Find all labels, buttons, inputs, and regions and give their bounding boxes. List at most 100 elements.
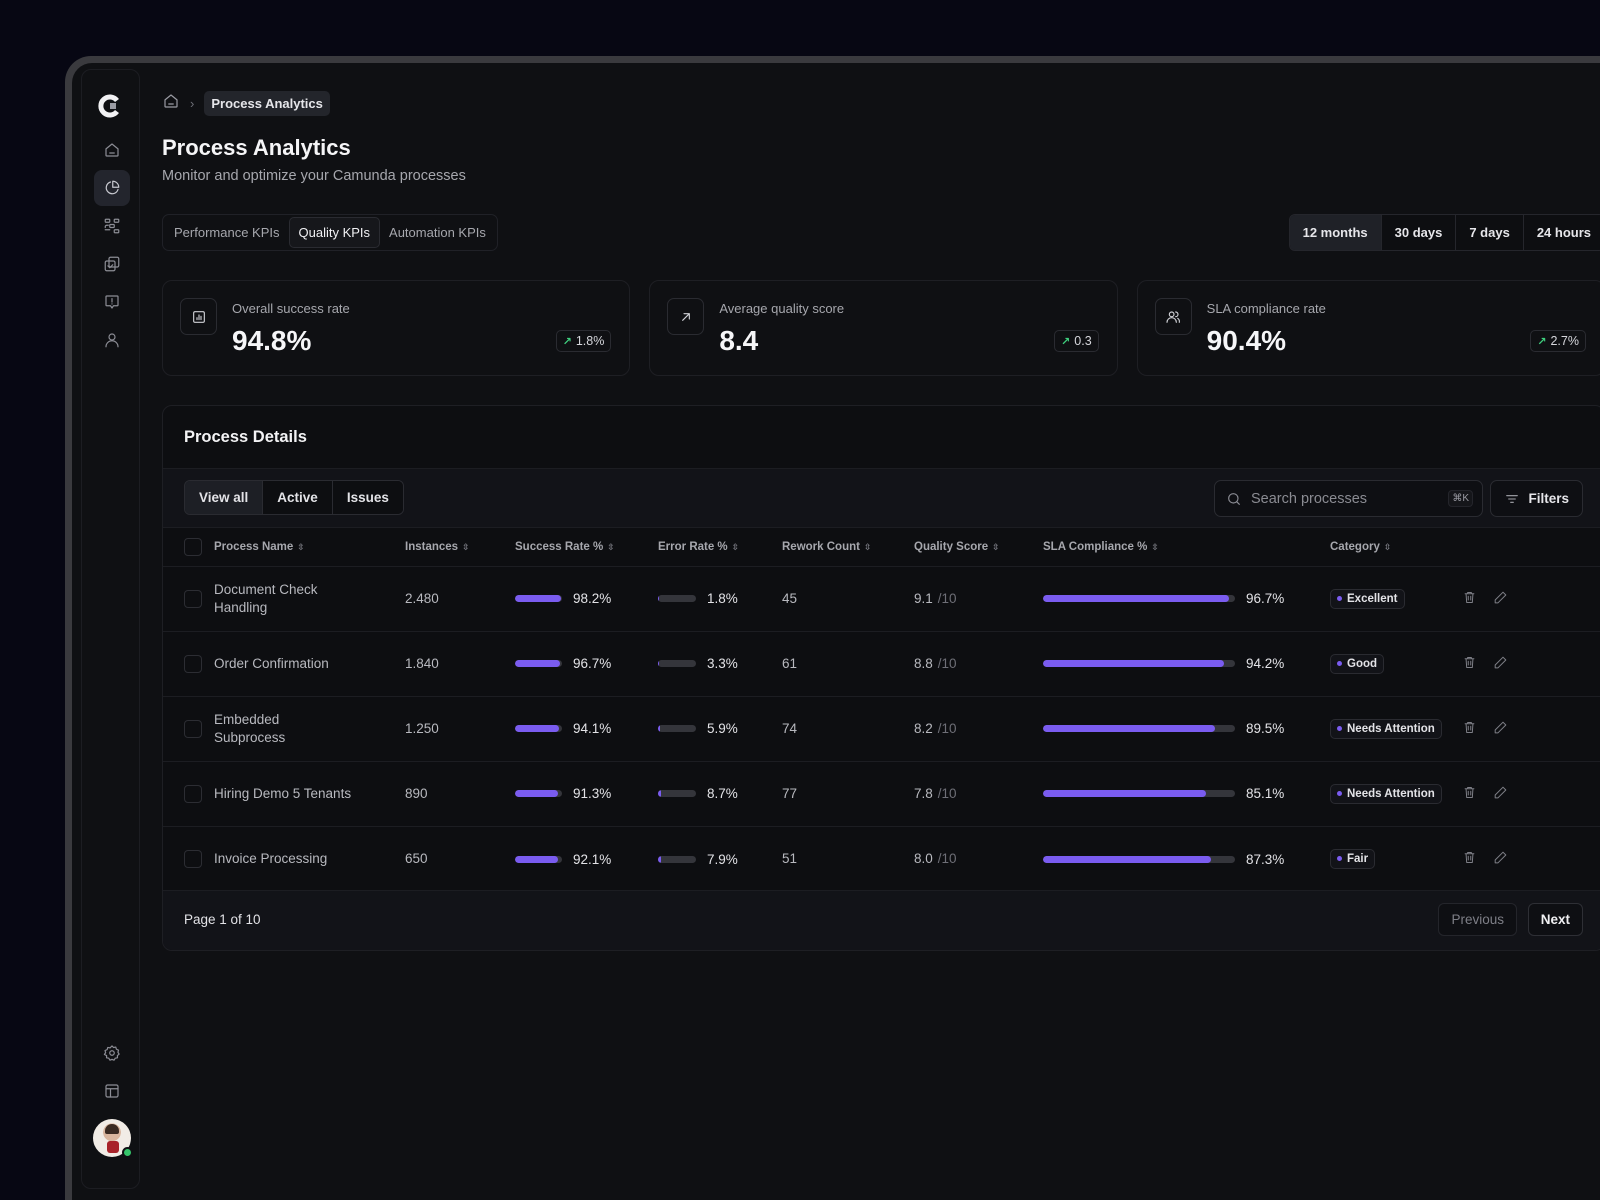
quality-score-max: /10 (937, 851, 957, 867)
success-rate-value: 92.1% (573, 851, 612, 867)
trash-icon[interactable] (1462, 720, 1477, 735)
instances-count: 650 (405, 851, 428, 867)
breadcrumb-current[interactable]: Process Analytics (204, 91, 330, 116)
kpi-label: Average quality score (719, 301, 845, 316)
trash-icon[interactable] (1462, 655, 1477, 670)
bar-fill (1043, 855, 1211, 863)
quality-score: 8.2 (914, 721, 933, 736)
pencil-edit-icon[interactable] (1493, 655, 1508, 670)
tab-performance-kpis[interactable]: Performance KPIs (174, 225, 280, 240)
table-toolbar: View all Active Issues ⌘K Filters (163, 468, 1600, 528)
tab-automation-kpis[interactable]: Automation KPIs (389, 225, 486, 240)
bar-fill (658, 790, 662, 798)
column-header-rework-count[interactable]: Rework Count ⇳ (782, 528, 914, 567)
range-12-months[interactable]: 12 months (1289, 215, 1381, 250)
select-all-checkbox[interactable] (184, 537, 202, 556)
trash-icon[interactable] (1462, 785, 1477, 800)
table-row[interactable]: Invoice Processing 650 92.1% 7.9% 51 8.0… (163, 826, 1600, 891)
sla-compliance-bar (1043, 595, 1235, 603)
sidebar-item-home[interactable] (94, 132, 130, 168)
filter-active[interactable]: Active (262, 481, 332, 514)
success-rate-bar (515, 790, 562, 798)
sla-compliance-value: 96.7% (1246, 591, 1285, 607)
rework-count: 45 (782, 566, 914, 632)
search-icon (1228, 492, 1240, 505)
process-name[interactable]: Hiring Demo 5 Tenants (214, 785, 352, 801)
table-row[interactable]: Order Confirmation 1.840 96.7% 3.3% 61 8… (163, 631, 1600, 697)
column-header-process-name[interactable]: Process Name ⇳ (214, 528, 405, 567)
table-row[interactable]: Document Check Handling 2.480 98.2% 1.8%… (163, 566, 1600, 632)
range-30-days[interactable]: 30 days (1380, 215, 1456, 250)
quality-score-cell: 9.1/10 (914, 566, 1043, 632)
pencil-edit-icon[interactable] (1493, 785, 1508, 800)
pencil-edit-icon[interactable] (1493, 590, 1508, 605)
trash-icon[interactable] (1462, 590, 1477, 605)
sla-compliance-bar (1043, 855, 1235, 863)
previous-page-button[interactable]: Previous (1438, 903, 1517, 936)
app-screen: › Process Analytics Process Analytics Mo… (72, 63, 1600, 1200)
next-page-button[interactable]: Next (1527, 903, 1583, 936)
bar-fill (515, 595, 562, 603)
trend-up-icon: ↗ (1061, 335, 1071, 348)
user-avatar[interactable] (93, 1119, 133, 1158)
category-badge: Good (1330, 653, 1385, 674)
tab-quality-kpis[interactable]: Quality KPIs (288, 217, 381, 248)
gear-icon (103, 1045, 120, 1061)
bar-fill (515, 855, 559, 863)
sidebar-item-processes[interactable] (94, 208, 130, 244)
search-input[interactable] (1251, 490, 1441, 507)
process-name[interactable]: Embedded Subprocess (214, 711, 286, 745)
sla-compliance-value: 85.1% (1246, 786, 1285, 802)
sidebar-item-incidents[interactable] (94, 284, 130, 320)
process-name[interactable]: Document Check Handling (214, 581, 318, 615)
process-name[interactable]: Invoice Processing (214, 850, 328, 866)
column-header-quality-score[interactable]: Quality Score ⇳ (914, 528, 1043, 567)
trash-icon[interactable] (1462, 850, 1477, 865)
kpi-label: SLA compliance rate (1206, 301, 1326, 316)
row-checkbox[interactable] (184, 654, 202, 673)
instances-count: 1.250 (405, 696, 515, 762)
quality-score-cell: 8.0/10 (914, 826, 1043, 891)
time-range-selector: 12 months 30 days 7 days 24 hours (1288, 214, 1600, 251)
sidebar-item-layout[interactable] (94, 1073, 130, 1109)
row-checkbox[interactable] (184, 719, 202, 738)
camunda-logo-icon[interactable] (96, 92, 124, 120)
table-row[interactable]: Embedded Subprocess 1.250 94.1% 5.9% 74 … (163, 696, 1600, 762)
column-header-success-rate[interactable]: Success Rate % ⇳ (515, 528, 658, 567)
error-rate-cell: 1.8% (658, 566, 782, 632)
sidebar-item-tasks[interactable] (94, 246, 130, 282)
category-badge: Excellent (1330, 588, 1405, 609)
pencil-edit-icon[interactable] (1493, 850, 1508, 865)
row-checkbox[interactable] (184, 589, 202, 608)
kpi-delta-badge: ↗ 0.3 (1054, 330, 1099, 352)
column-header-sla-compliance[interactable]: SLA Compliance % ⇳ (1043, 528, 1330, 567)
filter-issues[interactable]: Issues (331, 481, 403, 514)
breadcrumb-home[interactable] (162, 92, 180, 115)
error-rate-bar (658, 660, 696, 668)
sidebar-item-users[interactable] (94, 322, 130, 358)
sidebar-item-settings[interactable] (94, 1035, 130, 1071)
column-header-instances[interactable]: Instances ⇳ (405, 528, 515, 567)
row-checkbox[interactable] (184, 784, 202, 803)
column-header-error-rate[interactable]: Error Rate % ⇳ (658, 528, 782, 567)
users-icon (1166, 310, 1181, 323)
range-7-days[interactable]: 7 days (1455, 215, 1523, 250)
filters-button[interactable]: Filters (1490, 480, 1583, 517)
range-24-hours[interactable]: 24 hours (1522, 215, 1600, 250)
process-name[interactable]: Order Confirmation (214, 655, 329, 671)
pencil-edit-icon[interactable] (1493, 720, 1508, 735)
column-header-category[interactable]: Category ⇳ (1330, 528, 1462, 567)
sort-icon: ⇳ (297, 541, 305, 552)
layout-icon (105, 1084, 119, 1098)
row-checkbox[interactable] (184, 849, 202, 868)
sidebar-item-analytics[interactable] (94, 170, 130, 206)
bar-fill (658, 855, 661, 863)
sort-icon: ⇳ (1383, 541, 1392, 552)
success-rate-value: 96.7% (573, 656, 612, 672)
table-row[interactable]: Hiring Demo 5 Tenants 890 91.3% 8.7% 77 … (163, 761, 1600, 827)
sla-compliance-bar (1043, 790, 1235, 798)
kpi-value: 90.4% (1206, 325, 1287, 356)
chevron-right-icon: › (190, 96, 195, 111)
filter-view-all[interactable]: View all (185, 481, 263, 514)
bar-fill (658, 660, 660, 668)
